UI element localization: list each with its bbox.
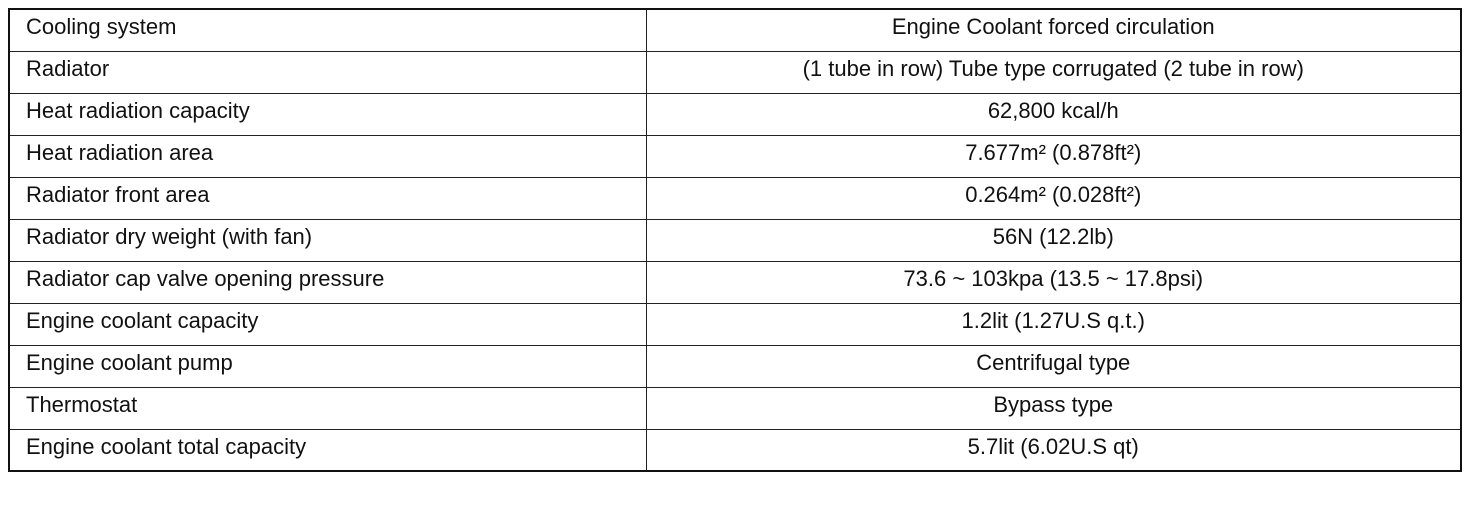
table-row: Radiator front area 0.264m² (0.028ft²) <box>8 176 1462 220</box>
spec-value: (1 tube in row) Tube type corrugated (2 … <box>645 50 1462 94</box>
spec-value: 5.7lit (6.02U.S qt) <box>645 428 1462 472</box>
spec-label: Engine coolant total capacity <box>8 428 647 472</box>
table-row: Heat radiation area 7.677m² (0.878ft²) <box>8 134 1462 178</box>
table-row: Engine coolant pump Centrifugal type <box>8 344 1462 388</box>
spec-label: Radiator cap valve opening pressure <box>8 260 647 304</box>
table-row: Engine coolant total capacity 5.7lit (6.0… <box>8 428 1462 472</box>
spec-label: Radiator dry weight (with fan) <box>8 218 647 262</box>
table-row: Engine coolant capacity 1.2lit (1.27U.S q… <box>8 302 1462 346</box>
spec-label: Engine coolant capacity <box>8 302 647 346</box>
table-row: Radiator dry weight (with fan) 56N (12.2l… <box>8 218 1462 262</box>
spec-table: Cooling system Engine Coolant forced circ… <box>8 8 1462 472</box>
spec-value: Engine Coolant forced circulation <box>645 8 1462 52</box>
table-row: Thermostat Bypass type <box>8 386 1462 430</box>
spec-label: Heat radiation area <box>8 134 647 178</box>
spec-label: Radiator <box>8 50 647 94</box>
table-row: Cooling system Engine Coolant forced circ… <box>8 8 1462 52</box>
table-row: Heat radiation capacity 62,800 kcal/h <box>8 92 1462 136</box>
spec-label: Cooling system <box>8 8 647 52</box>
spec-value: Centrifugal type <box>645 344 1462 388</box>
spec-value: 73.6 ~ 103kpa (13.5 ~ 17.8psi) <box>645 260 1462 304</box>
table-row: Radiator cap valve opening pressure 73.6 … <box>8 260 1462 304</box>
spec-value: 1.2lit (1.27U.S q.t.) <box>645 302 1462 346</box>
spec-label: Radiator front area <box>8 176 647 220</box>
spec-value: Bypass type <box>645 386 1462 430</box>
spec-label: Engine coolant pump <box>8 344 647 388</box>
spec-label: Heat radiation capacity <box>8 92 647 136</box>
spec-label: Thermostat <box>8 386 647 430</box>
spec-value: 62,800 kcal/h <box>645 92 1462 136</box>
spec-value: 56N (12.2lb) <box>645 218 1462 262</box>
spec-value: 0.264m² (0.028ft²) <box>645 176 1462 220</box>
table-row: Radiator (1 tube in row) Tube type corrug… <box>8 50 1462 94</box>
spec-value: 7.677m² (0.878ft²) <box>645 134 1462 178</box>
